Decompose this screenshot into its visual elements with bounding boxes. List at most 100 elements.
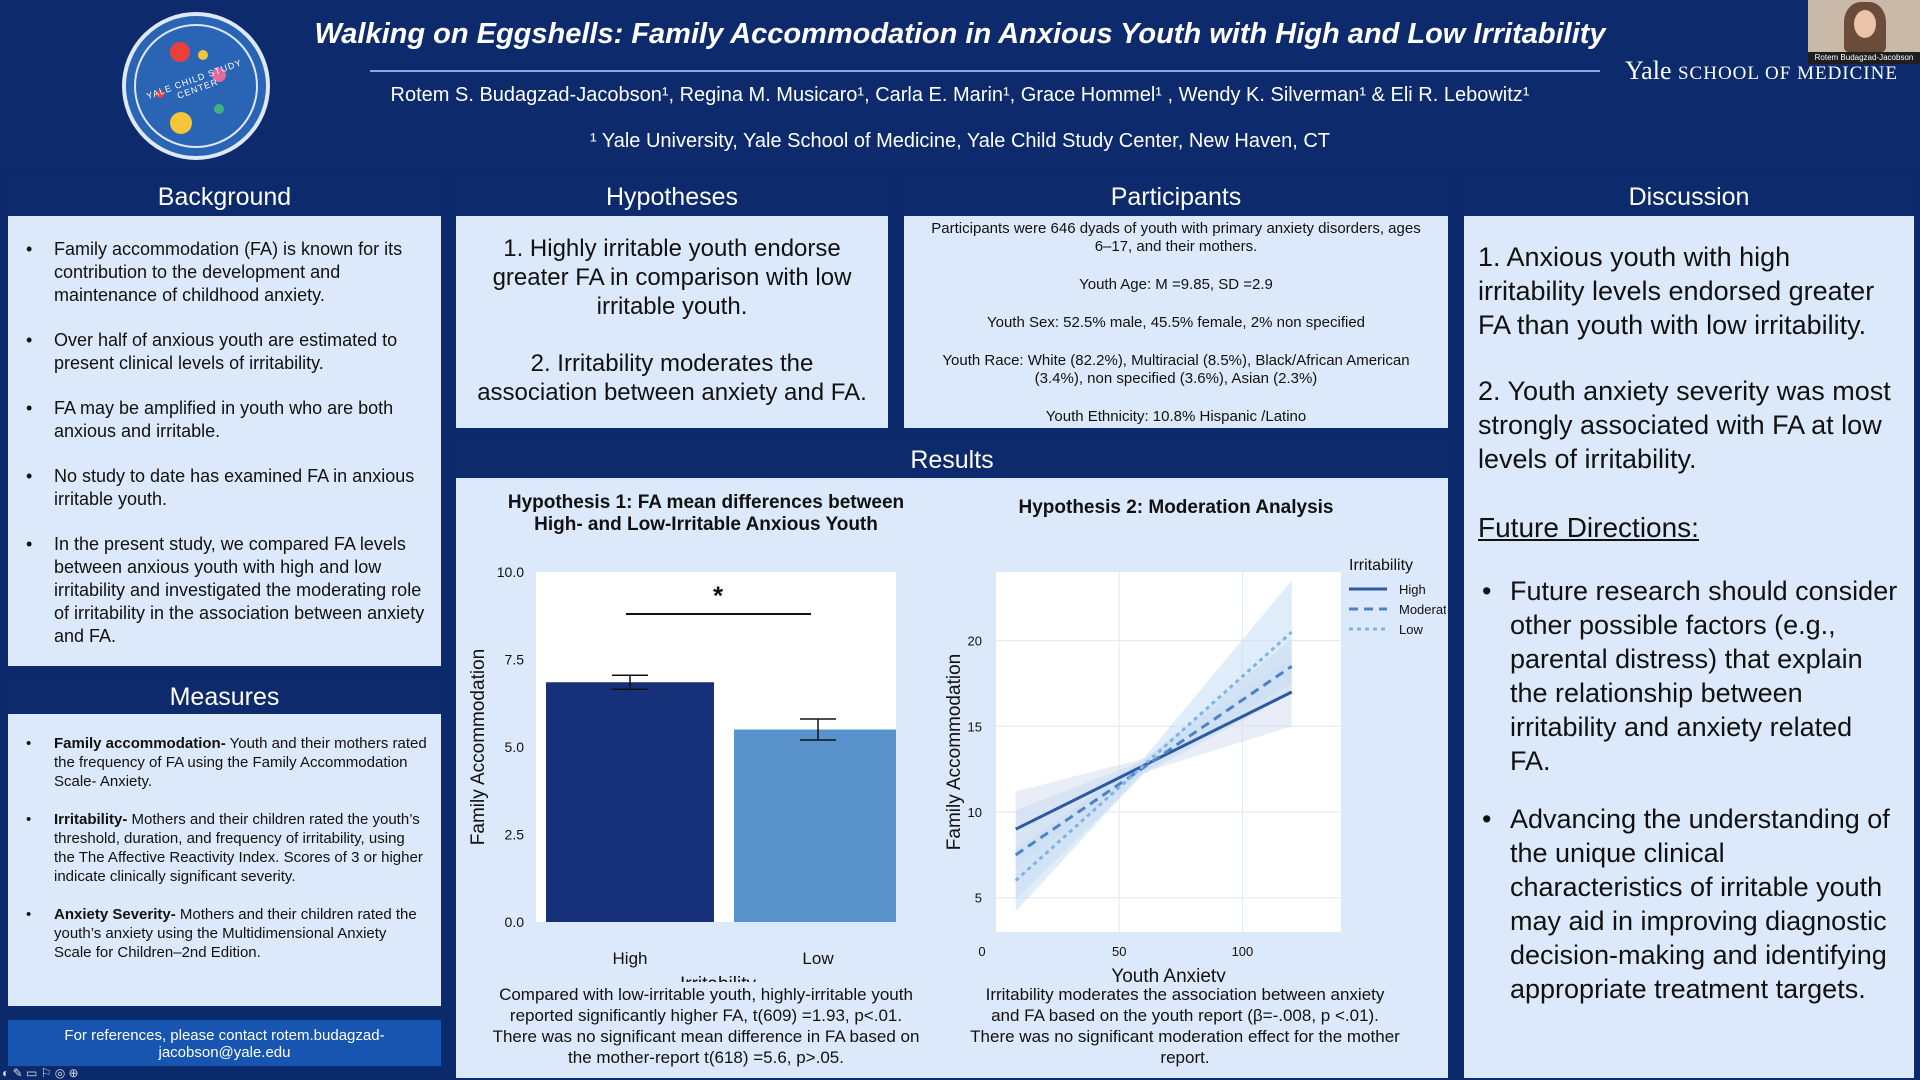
series-line-moderate bbox=[1014, 665, 1293, 857]
series-line-low bbox=[1014, 630, 1293, 882]
presenter-name: Rotem Budagzad-Jacobson bbox=[1808, 52, 1920, 64]
participants-panel: Participants Participants were 646 dyads… bbox=[902, 176, 1450, 430]
y-tick-label: 5 bbox=[975, 891, 982, 906]
chart2-title: Hypothesis 2: Moderation Analysis bbox=[1018, 497, 1334, 518]
y-tick-label: 0.0 bbox=[505, 914, 525, 930]
youth-age: Youth Age: M =9.85, SD =2.9 bbox=[904, 256, 1448, 294]
hypotheses-panel: Hypotheses 1. Highly irritable youth end… bbox=[454, 176, 890, 430]
x-axis-label: Youth Anxiety bbox=[1111, 966, 1226, 982]
legend-label-moderate: Moderate bbox=[1399, 602, 1446, 617]
x-tick-label: Low bbox=[802, 949, 834, 968]
youth-race-value: White (82.2%), Multiracial (8.5%), Black… bbox=[1023, 352, 1410, 387]
participants-heading: Participants bbox=[904, 178, 1448, 216]
x-tick-label: 50 bbox=[1112, 944, 1126, 959]
y-tick-label: 7.5 bbox=[505, 652, 525, 668]
presenter-face bbox=[1854, 10, 1876, 38]
youth-ethnicity: Youth Ethnicity: 10.8% Hispanic /Latino bbox=[904, 388, 1448, 426]
measure-item: Family accommodation- Youth and their mo… bbox=[12, 734, 427, 791]
title-divider bbox=[370, 70, 1600, 72]
measure-text: Youth and their mothers rated the freque… bbox=[54, 735, 427, 790]
youth-race-label: Youth Race: bbox=[942, 352, 1024, 369]
x-tick-label: High bbox=[613, 949, 648, 968]
y-tick-label: 2.5 bbox=[505, 827, 525, 843]
y-tick-label: 10.0 bbox=[497, 564, 524, 580]
legend-label-high: High bbox=[1399, 582, 1426, 597]
contact-banner: For references, please contact rotem.bud… bbox=[6, 1018, 443, 1068]
hypothesis-1: 1. Highly irritable youth endorse greate… bbox=[492, 235, 852, 320]
measure-term: Irritability- bbox=[54, 811, 128, 828]
logo-dot-pink bbox=[212, 68, 226, 82]
bar-low bbox=[734, 729, 896, 922]
discussion-point-1: 1. Anxious youth with high irritability … bbox=[1478, 242, 1875, 340]
yale-brand-main: Yale bbox=[1625, 56, 1672, 85]
background-item: Family accommodation (FA) is known for i… bbox=[12, 238, 427, 307]
future-directions-list: Future research should consider other po… bbox=[1464, 544, 1914, 1006]
author-list: Rotem S. Budagzad-Jacobson¹, Regina M. M… bbox=[390, 84, 1530, 106]
youth-sex: Youth Sex: 52.5% male, 45.5% female, 2% … bbox=[904, 294, 1448, 332]
chart2-caption: Irritability moderates the association b… bbox=[970, 985, 1400, 1067]
logo-dot-red bbox=[170, 42, 190, 62]
bar-high bbox=[546, 682, 714, 922]
measure-item: Irritability- Mothers and their children… bbox=[12, 810, 427, 886]
legend-label-low: Low bbox=[1399, 622, 1423, 637]
significance-marker: * bbox=[713, 581, 724, 611]
hypotheses-heading: Hypotheses bbox=[456, 178, 888, 216]
youth-sex-label: Youth Sex: bbox=[986, 314, 1059, 331]
future-direction-item: Future research should consider other po… bbox=[1468, 574, 1898, 778]
logo-dot-orange bbox=[170, 112, 192, 134]
background-item: FA may be amplified in youth who are bot… bbox=[12, 397, 427, 443]
child-study-center-logo: YALE CHILD STUDY CENTER bbox=[122, 12, 270, 160]
logo-dot-yellow bbox=[198, 50, 208, 60]
x-tick-label: 100 bbox=[1232, 944, 1254, 959]
measure-item: Anxiety Severity- Mothers and their chil… bbox=[12, 905, 427, 962]
measure-term: Anxiety Severity- bbox=[54, 906, 176, 923]
youth-ethnicity-label: Youth Ethnicity: bbox=[1045, 408, 1149, 425]
affiliation: ¹ Yale University, Yale School of Medici… bbox=[590, 130, 1330, 152]
background-item: Over half of anxious youth are estimated… bbox=[12, 329, 427, 375]
youth-age-label: Youth Age: bbox=[1079, 276, 1152, 293]
background-panel: Background Family accommodation (FA) is … bbox=[6, 176, 443, 668]
measures-heading: Measures bbox=[8, 680, 441, 714]
hypothesis-2: 2. Irritability moderates the associatio… bbox=[477, 350, 867, 406]
bar-chart: 0.0 2.5 5.0 7.5 10.0 High Low * Irritability Fami… bbox=[468, 564, 896, 982]
logo-dot-small-red bbox=[156, 90, 164, 98]
background-item: No study to date has examined FA in anxi… bbox=[12, 465, 427, 511]
yale-wordmark: Yale SCHOOL OF MEDICINE bbox=[1625, 56, 1898, 86]
x-tick-label: 0 bbox=[978, 944, 985, 959]
logo-dot-green bbox=[214, 104, 224, 114]
discussion-panel: Discussion 1. Anxious youth with high ir… bbox=[1462, 176, 1916, 1080]
future-direction-item: Advancing the understanding of the uniqu… bbox=[1468, 802, 1898, 1006]
youth-race: Youth Race: White (82.2%), Multiracial (… bbox=[904, 332, 1448, 388]
measures-list: Family accommodation- Youth and their mo… bbox=[8, 714, 441, 962]
y-axis-label: Family Accommodation bbox=[944, 654, 965, 850]
poster-header: YALE CHILD STUDY CENTER Walking on Eggsh… bbox=[0, 0, 1920, 168]
logo-ring bbox=[134, 24, 258, 148]
y-tick-label: 10 bbox=[968, 805, 982, 820]
future-directions-heading: Future Directions: bbox=[1478, 512, 1699, 543]
chart1-caption: Compared with low-irritable youth, highl… bbox=[492, 985, 920, 1067]
yale-brand-sub: SCHOOL OF MEDICINE bbox=[1677, 63, 1898, 84]
measure-text: Mothers and their children rated the you… bbox=[54, 811, 423, 885]
background-heading: Background bbox=[8, 178, 441, 216]
background-list: Family accommodation (FA) is known for i… bbox=[8, 216, 441, 648]
moderation-chart: 5 10 15 20 0 50 100 Youth Anxiety Family Accommo… bbox=[944, 557, 1446, 982]
youth-ethnicity-value: 10.8% Hispanic /Latino bbox=[1148, 408, 1307, 425]
results-heading: Results bbox=[456, 442, 1448, 478]
discussion-point-2: 2. Youth anxiety severity was most stron… bbox=[1478, 376, 1891, 474]
youth-age-value: M =9.85, SD =2.9 bbox=[1151, 276, 1273, 293]
y-tick-label: 20 bbox=[968, 634, 982, 649]
y-axis-label: Family Accommodation bbox=[468, 649, 489, 845]
results-panel: Results Hypothesis 1: FA mean difference… bbox=[454, 440, 1450, 1080]
chart1-title: Hypothesis 1: FA mean differences betwee… bbox=[507, 492, 905, 535]
confidence-band-low bbox=[1015, 580, 1292, 912]
background-item: In the present study, we compared FA lev… bbox=[12, 533, 427, 648]
measure-text: Mothers and their children rated the you… bbox=[54, 906, 417, 961]
youth-sex-value: 52.5% male, 45.5% female, 2% non specifi… bbox=[1059, 314, 1366, 331]
poster-title: Walking on Eggshells: Family Accommodati… bbox=[314, 18, 1606, 50]
legend-title: Irritability bbox=[1349, 557, 1413, 574]
annotation-toolbar[interactable]: ◐ ✎ ▭ ⚐ ◎ ⊕ bbox=[2, 1066, 79, 1080]
x-axis-label: Irritability bbox=[680, 974, 757, 982]
presenter-video-thumbnail[interactable]: Rotem Budagzad-Jacobson bbox=[1808, 0, 1920, 64]
y-tick-label: 15 bbox=[968, 719, 982, 734]
measure-term: Family accommodation- bbox=[54, 735, 226, 752]
